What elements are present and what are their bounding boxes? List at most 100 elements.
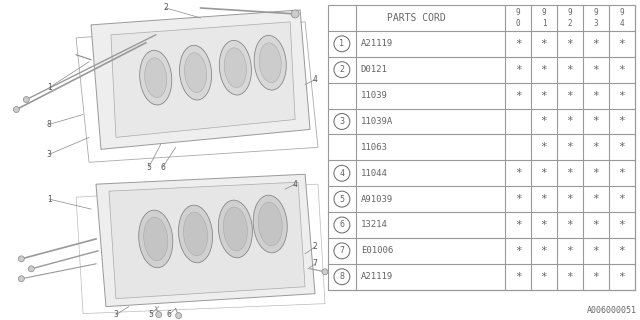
Text: 5: 5 [339, 195, 344, 204]
Text: 13214: 13214 [361, 220, 388, 229]
Circle shape [291, 10, 299, 18]
Circle shape [334, 165, 350, 181]
Text: *: * [593, 142, 599, 152]
Text: *: * [541, 116, 547, 126]
Text: *: * [566, 91, 573, 100]
Text: *: * [618, 272, 625, 282]
Text: 4: 4 [312, 75, 317, 84]
Circle shape [28, 266, 35, 272]
Circle shape [19, 256, 24, 262]
Text: 5: 5 [148, 310, 153, 319]
Ellipse shape [225, 48, 246, 88]
Ellipse shape [218, 200, 252, 258]
Text: *: * [618, 142, 625, 152]
Text: *: * [515, 39, 522, 49]
Text: A006000051: A006000051 [587, 306, 637, 315]
Text: 1: 1 [47, 195, 52, 204]
Text: 9
0: 9 0 [516, 8, 520, 28]
Text: 7: 7 [312, 259, 317, 268]
Text: *: * [541, 39, 547, 49]
Text: *: * [618, 39, 625, 49]
Polygon shape [91, 10, 310, 149]
Text: 11044: 11044 [361, 169, 388, 178]
Circle shape [334, 114, 350, 129]
Text: *: * [566, 220, 573, 230]
Text: 8: 8 [339, 272, 344, 281]
Text: 8: 8 [47, 120, 52, 129]
Text: *: * [618, 168, 625, 178]
Text: 3: 3 [339, 117, 344, 126]
Text: *: * [541, 246, 547, 256]
Text: *: * [593, 91, 599, 100]
Text: *: * [618, 116, 625, 126]
Ellipse shape [179, 205, 212, 263]
Text: 6: 6 [166, 310, 171, 319]
Text: *: * [593, 116, 599, 126]
Text: 4: 4 [292, 180, 298, 189]
Polygon shape [109, 182, 305, 299]
Ellipse shape [253, 195, 287, 253]
Text: 9
3: 9 3 [593, 8, 598, 28]
Text: E01006: E01006 [361, 246, 393, 255]
Text: *: * [515, 246, 522, 256]
Text: *: * [618, 65, 625, 75]
Text: 6: 6 [339, 220, 344, 229]
Text: *: * [541, 142, 547, 152]
Text: *: * [593, 220, 599, 230]
Text: *: * [515, 194, 522, 204]
Text: *: * [618, 91, 625, 100]
Text: 11039: 11039 [361, 91, 388, 100]
Text: *: * [593, 272, 599, 282]
Text: *: * [566, 168, 573, 178]
Text: A21119: A21119 [361, 272, 393, 281]
Ellipse shape [179, 45, 212, 100]
Text: *: * [515, 272, 522, 282]
Text: A21119: A21119 [361, 39, 393, 48]
Text: *: * [618, 220, 625, 230]
Text: 9
4: 9 4 [620, 8, 624, 28]
Text: *: * [566, 142, 573, 152]
Text: *: * [541, 168, 547, 178]
Polygon shape [111, 22, 295, 137]
Text: 1: 1 [339, 39, 344, 48]
Text: 2: 2 [313, 242, 317, 252]
Text: *: * [593, 194, 599, 204]
Text: *: * [593, 39, 599, 49]
Text: *: * [618, 194, 625, 204]
Ellipse shape [259, 43, 281, 83]
Ellipse shape [140, 50, 172, 105]
Text: 4: 4 [339, 169, 344, 178]
Bar [328, 5, 635, 290]
Ellipse shape [184, 212, 207, 256]
Text: A91039: A91039 [361, 195, 393, 204]
Text: *: * [566, 116, 573, 126]
Text: *: * [515, 220, 522, 230]
Text: *: * [515, 91, 522, 100]
Circle shape [334, 36, 350, 52]
Text: 3: 3 [47, 150, 52, 159]
Circle shape [19, 276, 24, 282]
Text: *: * [593, 65, 599, 75]
Circle shape [175, 313, 182, 319]
Ellipse shape [184, 53, 207, 92]
Ellipse shape [139, 210, 173, 268]
Ellipse shape [258, 202, 282, 246]
Text: *: * [566, 194, 573, 204]
Text: D0121: D0121 [361, 65, 388, 74]
Text: *: * [541, 220, 547, 230]
Text: *: * [541, 272, 547, 282]
Text: 2: 2 [339, 65, 344, 74]
Text: PARTS CORD: PARTS CORD [387, 13, 446, 23]
Ellipse shape [145, 58, 167, 98]
Text: *: * [566, 272, 573, 282]
Text: *: * [566, 39, 573, 49]
Text: *: * [541, 91, 547, 100]
Text: 7: 7 [339, 246, 344, 255]
Ellipse shape [254, 36, 286, 90]
Text: 5: 5 [147, 163, 151, 172]
Circle shape [334, 62, 350, 78]
Text: 11063: 11063 [361, 143, 388, 152]
Text: 1: 1 [47, 83, 52, 92]
Ellipse shape [223, 207, 248, 251]
Text: 6: 6 [160, 163, 165, 172]
